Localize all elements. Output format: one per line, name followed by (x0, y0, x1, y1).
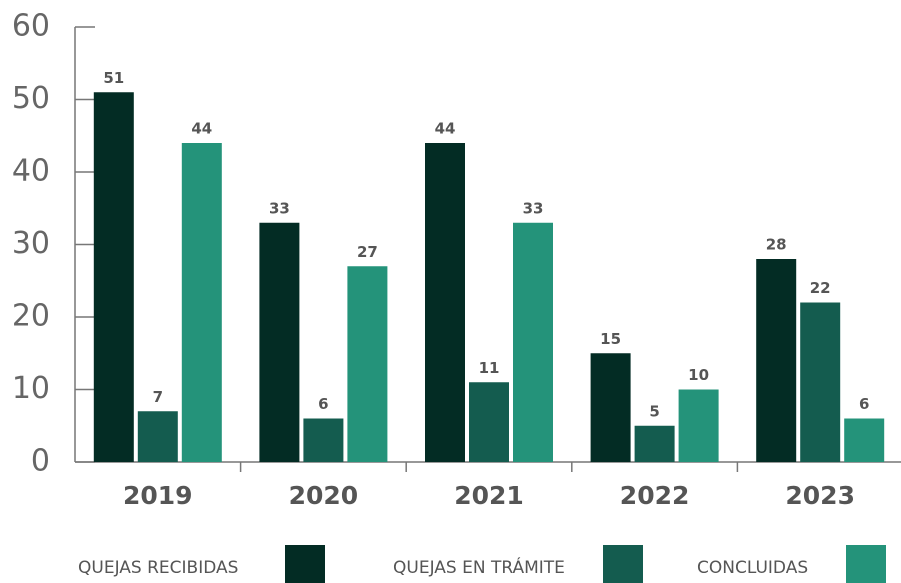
value-label: 33 (523, 199, 544, 217)
x-tick-label: 2020 (289, 481, 359, 510)
bar (303, 418, 344, 462)
bar (93, 92, 134, 462)
value-label: 10 (688, 366, 709, 384)
y-tick-label: 0 (31, 444, 50, 479)
legend-swatch (285, 545, 325, 583)
value-label: 7 (153, 388, 163, 406)
value-label: 6 (318, 395, 328, 413)
legend-swatch (846, 545, 886, 583)
bar (469, 382, 509, 462)
value-label: 6 (859, 395, 869, 413)
value-label: 44 (435, 120, 456, 138)
bar (513, 222, 553, 462)
value-label: 33 (269, 199, 290, 217)
bar (181, 143, 222, 462)
bar (425, 143, 465, 462)
value-label: 15 (600, 330, 621, 348)
bar (634, 425, 675, 462)
bar (590, 353, 631, 462)
x-tick-label: 2023 (785, 481, 855, 510)
legend-label: QUEJAS EN TRÁMITE (393, 556, 565, 578)
x-tick-label: 2019 (123, 481, 193, 510)
y-tick-label: 20 (12, 299, 50, 334)
y-tick-label: 40 (12, 154, 50, 189)
bar (756, 259, 797, 462)
legend-label: QUEJAS RECIBIDAS (78, 558, 238, 578)
bar (844, 418, 885, 462)
bar (800, 302, 841, 462)
value-label: 51 (103, 69, 124, 87)
x-tick-label: 2021 (454, 481, 524, 510)
bar (137, 411, 178, 462)
legend-swatch (603, 545, 643, 583)
legend-label: CONCLUIDAS (697, 558, 808, 578)
value-label: 27 (357, 243, 378, 261)
y-tick-label: 10 (12, 371, 50, 406)
y-tick-label: 30 (12, 226, 50, 261)
value-label: 28 (766, 236, 787, 254)
x-tick-label: 2022 (620, 481, 690, 510)
bar (678, 389, 719, 462)
bar (347, 266, 388, 462)
y-tick-label: 60 (12, 9, 50, 44)
bar (259, 222, 300, 462)
value-label: 22 (810, 279, 831, 297)
y-tick-label: 50 (12, 81, 50, 116)
value-label: 44 (191, 120, 212, 138)
value-label: 5 (649, 402, 659, 420)
value-label: 11 (479, 359, 500, 377)
